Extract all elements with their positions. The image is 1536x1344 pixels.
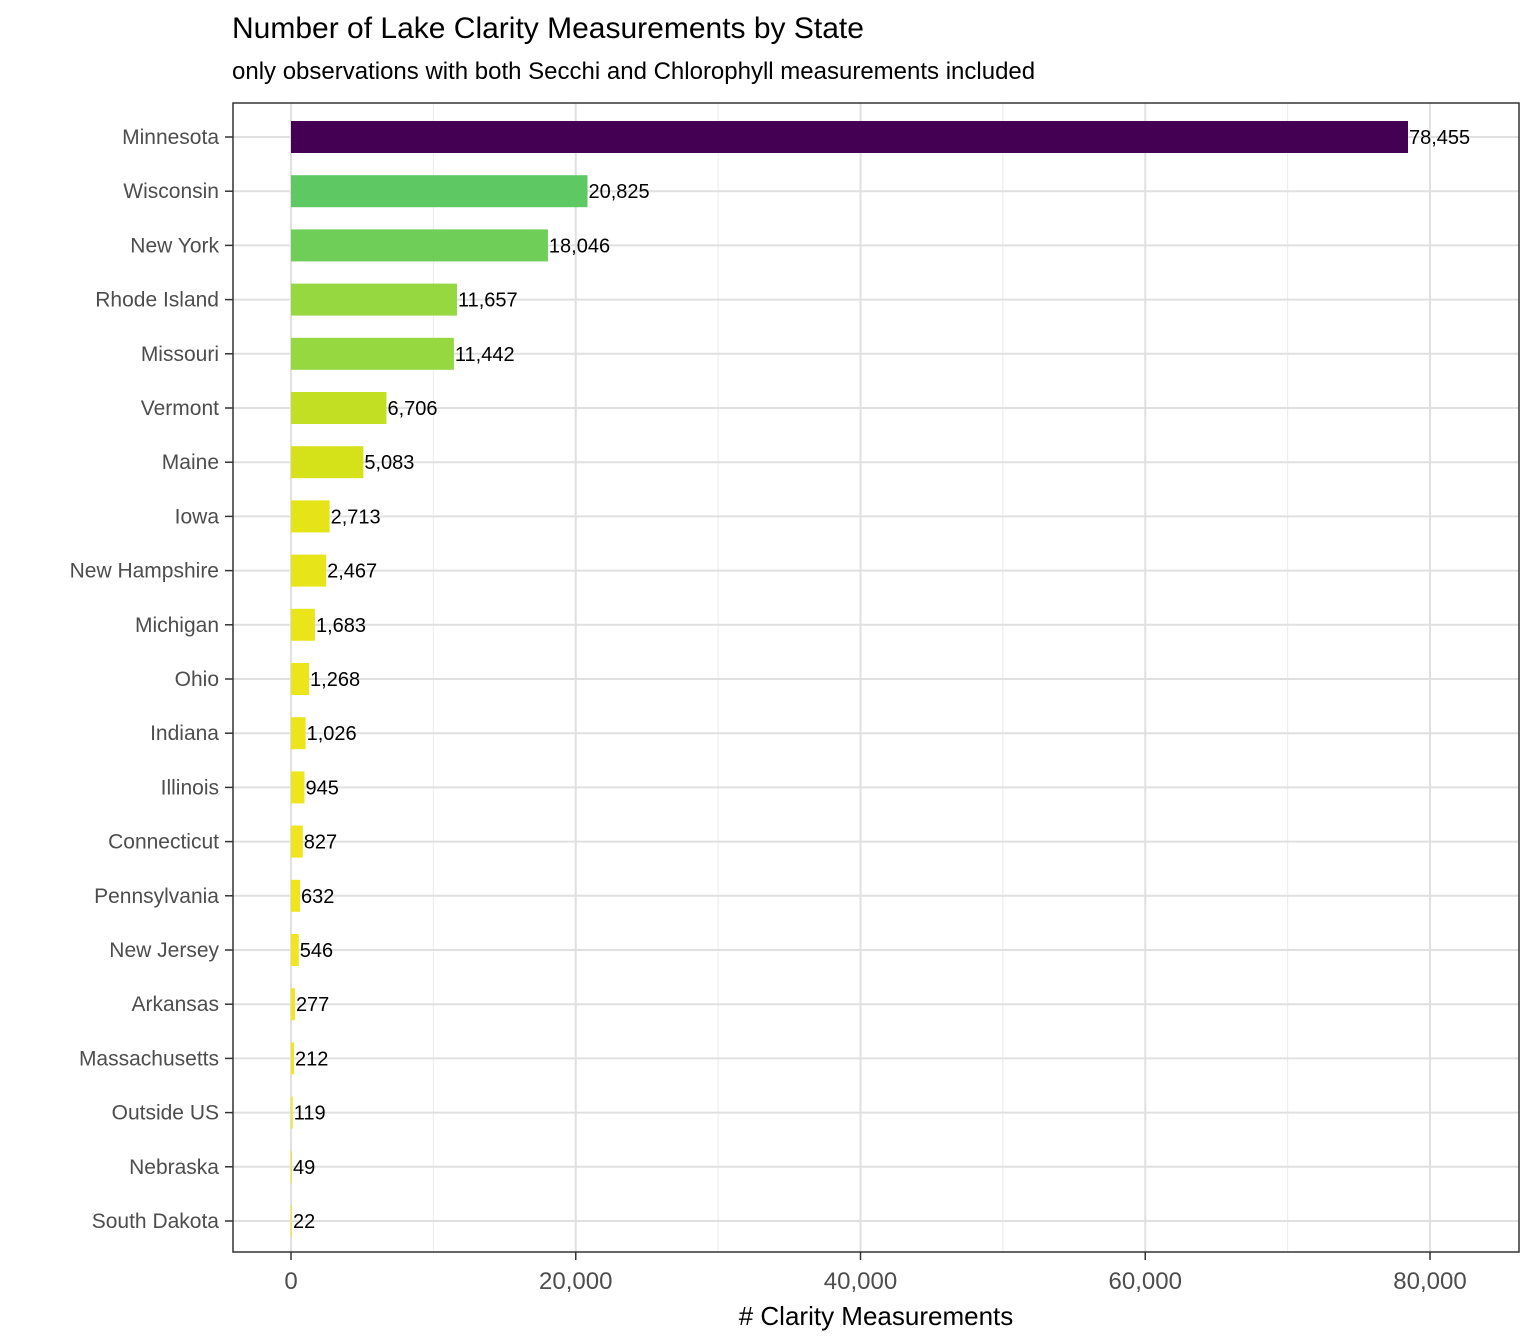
bar-value-label: 2,467 xyxy=(327,561,377,583)
y-tick-label: Wisconsin xyxy=(123,180,219,203)
bar-value-label: 49 xyxy=(293,1157,315,1179)
bar xyxy=(291,337,454,370)
bar-value-label: 5,083 xyxy=(364,452,414,474)
y-tick-label: Indiana xyxy=(150,722,219,745)
bar xyxy=(291,934,299,966)
x-tick-label: 60,000 xyxy=(1109,1268,1182,1295)
bar xyxy=(291,121,1409,153)
y-tick-label: Connecticut xyxy=(108,831,219,854)
bar xyxy=(291,229,548,262)
bar-value-labels: 78,455 20,825 18,046 11,657 11,442 6,706 5,083… xyxy=(293,127,1470,1233)
y-tick-label: New Hampshire xyxy=(70,560,219,583)
chart-title: Number of Lake Clarity Measurements by S… xyxy=(232,12,864,45)
bar-value-label: 78,455 xyxy=(1409,127,1470,149)
y-tick-label: New Jersey xyxy=(109,939,219,962)
bar xyxy=(291,175,588,208)
y-tick-label: Ohio xyxy=(175,668,219,691)
y-tick-label: Nebraska xyxy=(129,1156,219,1179)
x-tick-label: 20,000 xyxy=(539,1268,612,1295)
x-tick-label: 80,000 xyxy=(1393,1268,1466,1295)
bar xyxy=(291,1096,293,1129)
bar-value-label: 1,268 xyxy=(310,669,360,691)
y-tick-label: Pennsylvania xyxy=(94,885,219,908)
bar xyxy=(291,283,457,316)
bar xyxy=(291,988,295,1021)
y-axis: Minnesota Wisconsin New York Rhode Island Mi… xyxy=(70,126,233,1233)
bar xyxy=(291,392,387,424)
bar-value-label: 11,442 xyxy=(455,344,515,366)
bar xyxy=(291,1042,295,1075)
bar xyxy=(291,608,315,641)
bar xyxy=(291,1205,292,1237)
bar-value-label: 827 xyxy=(304,832,337,854)
bar-value-label: 1,026 xyxy=(307,723,357,745)
bar xyxy=(291,771,305,804)
bar-value-label: 1,683 xyxy=(316,615,366,637)
bar xyxy=(291,446,364,479)
bar-value-label: 2,713 xyxy=(331,506,381,528)
x-axis: 0 20,000 40,000 60,000 80,000 xyxy=(284,1252,1467,1295)
y-tick-label: Rhode Island xyxy=(95,289,219,312)
bar xyxy=(291,1150,292,1183)
y-tick-label: Michigan xyxy=(135,614,219,637)
bar-value-label: 546 xyxy=(300,940,333,962)
y-tick-label: Massachusetts xyxy=(79,1047,219,1070)
x-axis-title: # Clarity Measurements xyxy=(739,1301,1014,1331)
y-tick-label: Minnesota xyxy=(122,126,219,149)
y-tick-label: Maine xyxy=(162,451,219,474)
y-tick-label: Outside US xyxy=(112,1102,219,1125)
y-tick-label: South Dakota xyxy=(92,1210,220,1233)
bar xyxy=(291,500,330,533)
bar xyxy=(291,879,300,912)
bar-value-label: 277 xyxy=(296,994,329,1016)
bar xyxy=(291,554,327,587)
y-tick-label: Vermont xyxy=(141,397,219,420)
y-tick-label: Arkansas xyxy=(131,993,219,1016)
bars xyxy=(291,121,1409,1237)
y-tick-label: Illinois xyxy=(161,776,219,799)
x-tick-label: 40,000 xyxy=(824,1268,897,1295)
bar-value-label: 18,046 xyxy=(549,235,610,257)
bar-value-label: 212 xyxy=(295,1048,328,1070)
bar xyxy=(291,717,306,750)
y-tick-label: New York xyxy=(130,234,219,257)
bar-value-label: 20,825 xyxy=(588,181,649,203)
bar-value-label: 945 xyxy=(305,777,338,799)
bar-value-label: 632 xyxy=(301,886,334,908)
bar-value-label: 11,657 xyxy=(458,290,518,312)
bar xyxy=(291,663,310,695)
y-tick-label: Iowa xyxy=(175,505,220,528)
bar xyxy=(291,825,303,858)
chart-subtitle: only observations with both Secchi and C… xyxy=(232,58,1036,85)
bar-value-label: 6,706 xyxy=(387,398,437,420)
panel-border xyxy=(232,102,1520,1253)
grid-lines xyxy=(233,103,1519,1252)
bar-value-label: 119 xyxy=(294,1103,326,1125)
x-tick-label: 0 xyxy=(284,1268,297,1295)
y-tick-label: Missouri xyxy=(141,343,219,366)
bar-value-label: 22 xyxy=(293,1211,315,1233)
